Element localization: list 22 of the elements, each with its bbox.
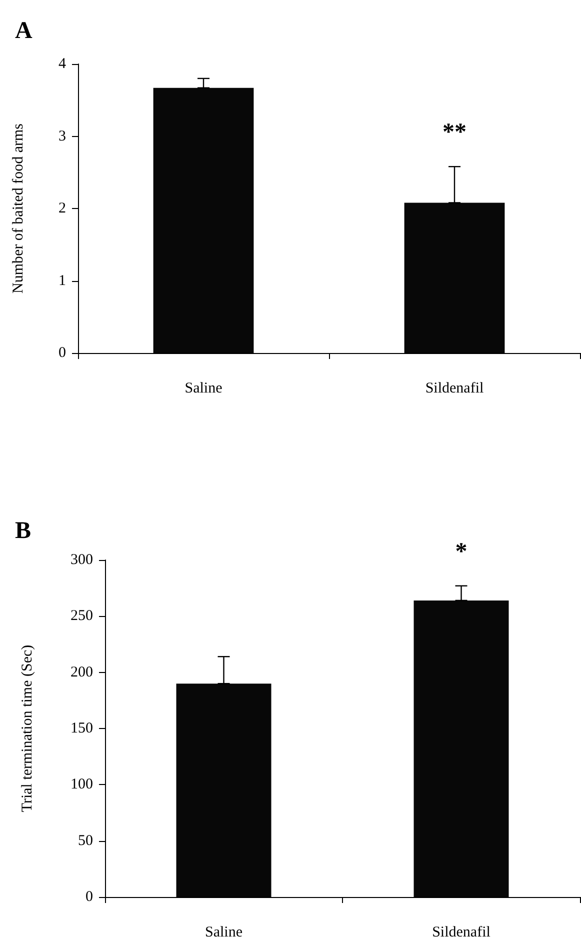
annotation: * xyxy=(455,538,468,565)
y-tick-label: 300 xyxy=(70,552,93,568)
x-tick-label: Saline xyxy=(184,380,223,396)
y-tick-label: 2 xyxy=(58,200,66,216)
chart-title: A xyxy=(15,18,33,44)
y-axis-title: Trial termination time (Sec) xyxy=(20,644,36,812)
y-tick-label: 250 xyxy=(70,608,93,624)
y-tick-label: 100 xyxy=(70,776,93,793)
y-axis-title: Number of baited food arms xyxy=(10,123,26,294)
x-tick-label: Saline xyxy=(205,924,243,940)
y-tick-label: 1 xyxy=(58,272,66,289)
chart-title: B xyxy=(15,518,32,544)
y-tick-label: 0 xyxy=(58,345,66,361)
y-tick-label: 50 xyxy=(78,832,93,849)
y-tick-label: 200 xyxy=(70,664,93,680)
x-tick-label: Sildenafil xyxy=(432,924,490,940)
y-tick-label: 3 xyxy=(58,128,66,144)
y-tick-label: 0 xyxy=(86,889,93,905)
y-tick-label: 150 xyxy=(70,720,93,736)
x-tick-label: Sildenafil xyxy=(425,380,484,396)
annotation: ** xyxy=(442,120,466,146)
y-tick-label: 4 xyxy=(58,56,66,72)
